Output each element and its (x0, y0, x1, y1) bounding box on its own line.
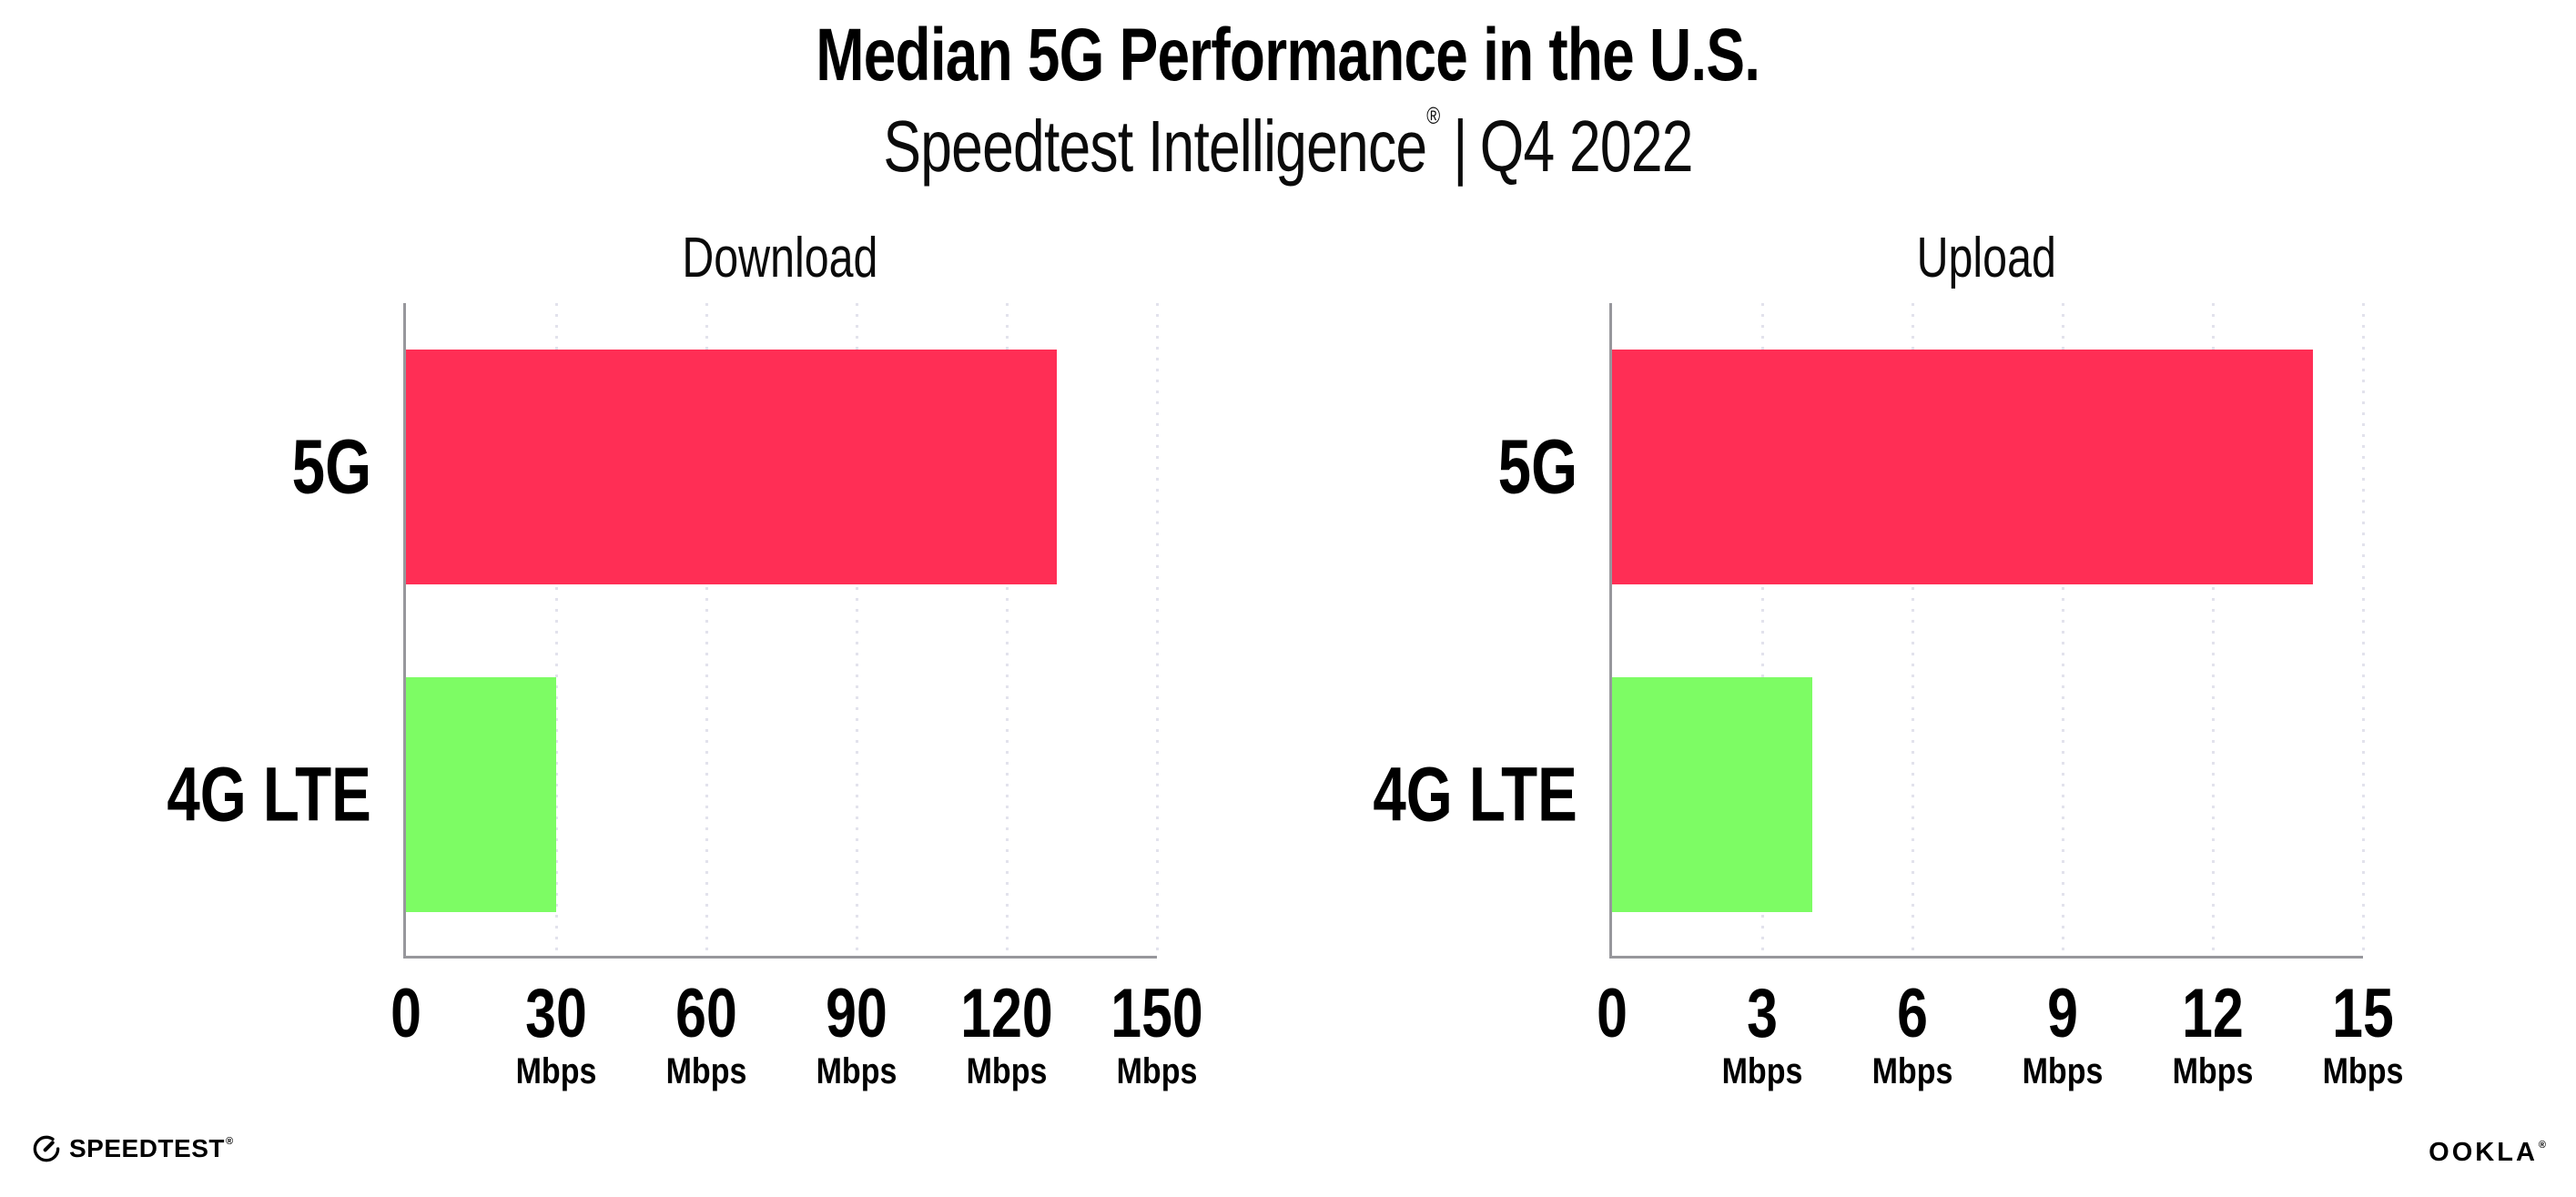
x-tick-unit: Mbps (2022, 1051, 2104, 1091)
speedtest-registered-icon: ® (225, 1136, 234, 1147)
speedtest-gauge-icon (32, 1134, 61, 1163)
bar-4g-lte (1612, 677, 1812, 912)
ookla-logo: OOKLA® (2429, 1138, 2549, 1168)
upload-plot-area: 0 3 Mbps 6 Mbps 9 Mbps 12 Mbps 15 Mbps 5G 4G LTE (1374, 303, 2403, 1090)
y-label-5g: 5G (291, 423, 371, 510)
gridline-3 (1761, 303, 1764, 958)
page-title-text: Median 5G Performance in the U.S. (816, 14, 1761, 96)
ookla-registered-icon: ® (2538, 1140, 2549, 1151)
subtitle-separator: | (1453, 106, 1467, 187)
gridline-120 (1006, 303, 1009, 958)
x-tick-value: 15 (2332, 975, 2394, 1052)
page-subtitle-text: Speedtest Intelligence® | Q4 2022 (883, 102, 1694, 188)
gridline-9 (2062, 303, 2064, 958)
x-tick-unit: Mbps (816, 1051, 898, 1091)
x-tick-6: 6 Mbps (1865, 975, 1960, 1091)
y-label-4g-lte: 4G LTE (167, 751, 371, 837)
y-label-5g: 5G (1497, 423, 1577, 510)
chart-title-download: Download (682, 227, 878, 289)
gridline-15 (2362, 303, 2365, 958)
x-tick-unit: Mbps (515, 1051, 597, 1091)
bar-5g (406, 350, 1057, 584)
x-tick-value: 3 (1747, 975, 1778, 1052)
x-tick-unit: Mbps (1871, 1051, 1953, 1091)
x-tick-value: 0 (1597, 975, 1628, 1052)
page-title: Median 5G Performance in the U.S. (0, 13, 2576, 98)
x-tick-unit: Mbps (2172, 1051, 2254, 1091)
x-tick-unit: Mbps (1721, 1051, 1803, 1091)
x-tick-unit: Mbps (665, 1051, 747, 1091)
x-tick-3: 3 Mbps (1715, 975, 1810, 1091)
subtitle-period: Q4 2022 (1479, 106, 1694, 187)
x-tick-30: 30 Mbps (509, 975, 603, 1091)
x-tick-15: 15 Mbps (2316, 975, 2410, 1091)
x-tick-90: 90 Mbps (809, 975, 904, 1091)
gridline-6 (1912, 303, 1914, 958)
x-tick-120: 120 Mbps (949, 975, 1065, 1091)
x-tick-value: 6 (1897, 975, 1928, 1052)
x-tick-unit: Mbps (2322, 1051, 2404, 1091)
gridline-90 (856, 303, 858, 958)
gridline-150 (1156, 303, 1159, 958)
x-tick-9: 9 Mbps (2015, 975, 2110, 1091)
gridline-60 (705, 303, 708, 958)
registered-trademark-icon: ® (1426, 102, 1441, 129)
x-tick-value: 150 (1111, 975, 1203, 1052)
x-tick-unit: Mbps (966, 1051, 1048, 1091)
x-tick-value: 12 (2182, 975, 2244, 1052)
x-tick-value: 0 (390, 975, 421, 1052)
bar-4g-lte (406, 677, 556, 912)
x-tick-0: 0 (1593, 979, 1631, 1049)
gridline-12 (2212, 303, 2215, 958)
gridline-30 (555, 303, 558, 958)
bar-5g (1612, 350, 2313, 584)
chart-title-upload: Upload (1916, 227, 2056, 289)
x-tick-value: 60 (675, 975, 737, 1052)
speedtest-logo: SPEEDTEST® (32, 1134, 234, 1163)
x-tick-value: 120 (960, 975, 1053, 1052)
x-tick-value: 9 (2047, 975, 2078, 1052)
y-label-4g-lte: 4G LTE (1373, 751, 1577, 837)
subtitle-brand: Speedtest Intelligence (883, 106, 1427, 187)
x-tick-150: 150 Mbps (1100, 975, 1215, 1091)
x-tick-value: 90 (826, 975, 887, 1052)
speedtest-logo-text: SPEEDTEST® (69, 1134, 234, 1162)
x-tick-0: 0 (387, 979, 425, 1049)
ookla-logo-text: OOKLA® (2429, 1138, 2549, 1167)
x-tick-12: 12 Mbps (2165, 975, 2260, 1091)
x-tick-value: 30 (525, 975, 587, 1052)
download-plot-area: 0 30 Mbps 60 Mbps 90 Mbps 120 Mbps 150 Mbps 5G 4G LT… (167, 303, 1203, 1090)
x-tick-60: 60 Mbps (659, 975, 754, 1091)
page-subtitle: Speedtest Intelligence® | Q4 2022 (0, 102, 2576, 188)
x-tick-unit: Mbps (1116, 1051, 1198, 1091)
